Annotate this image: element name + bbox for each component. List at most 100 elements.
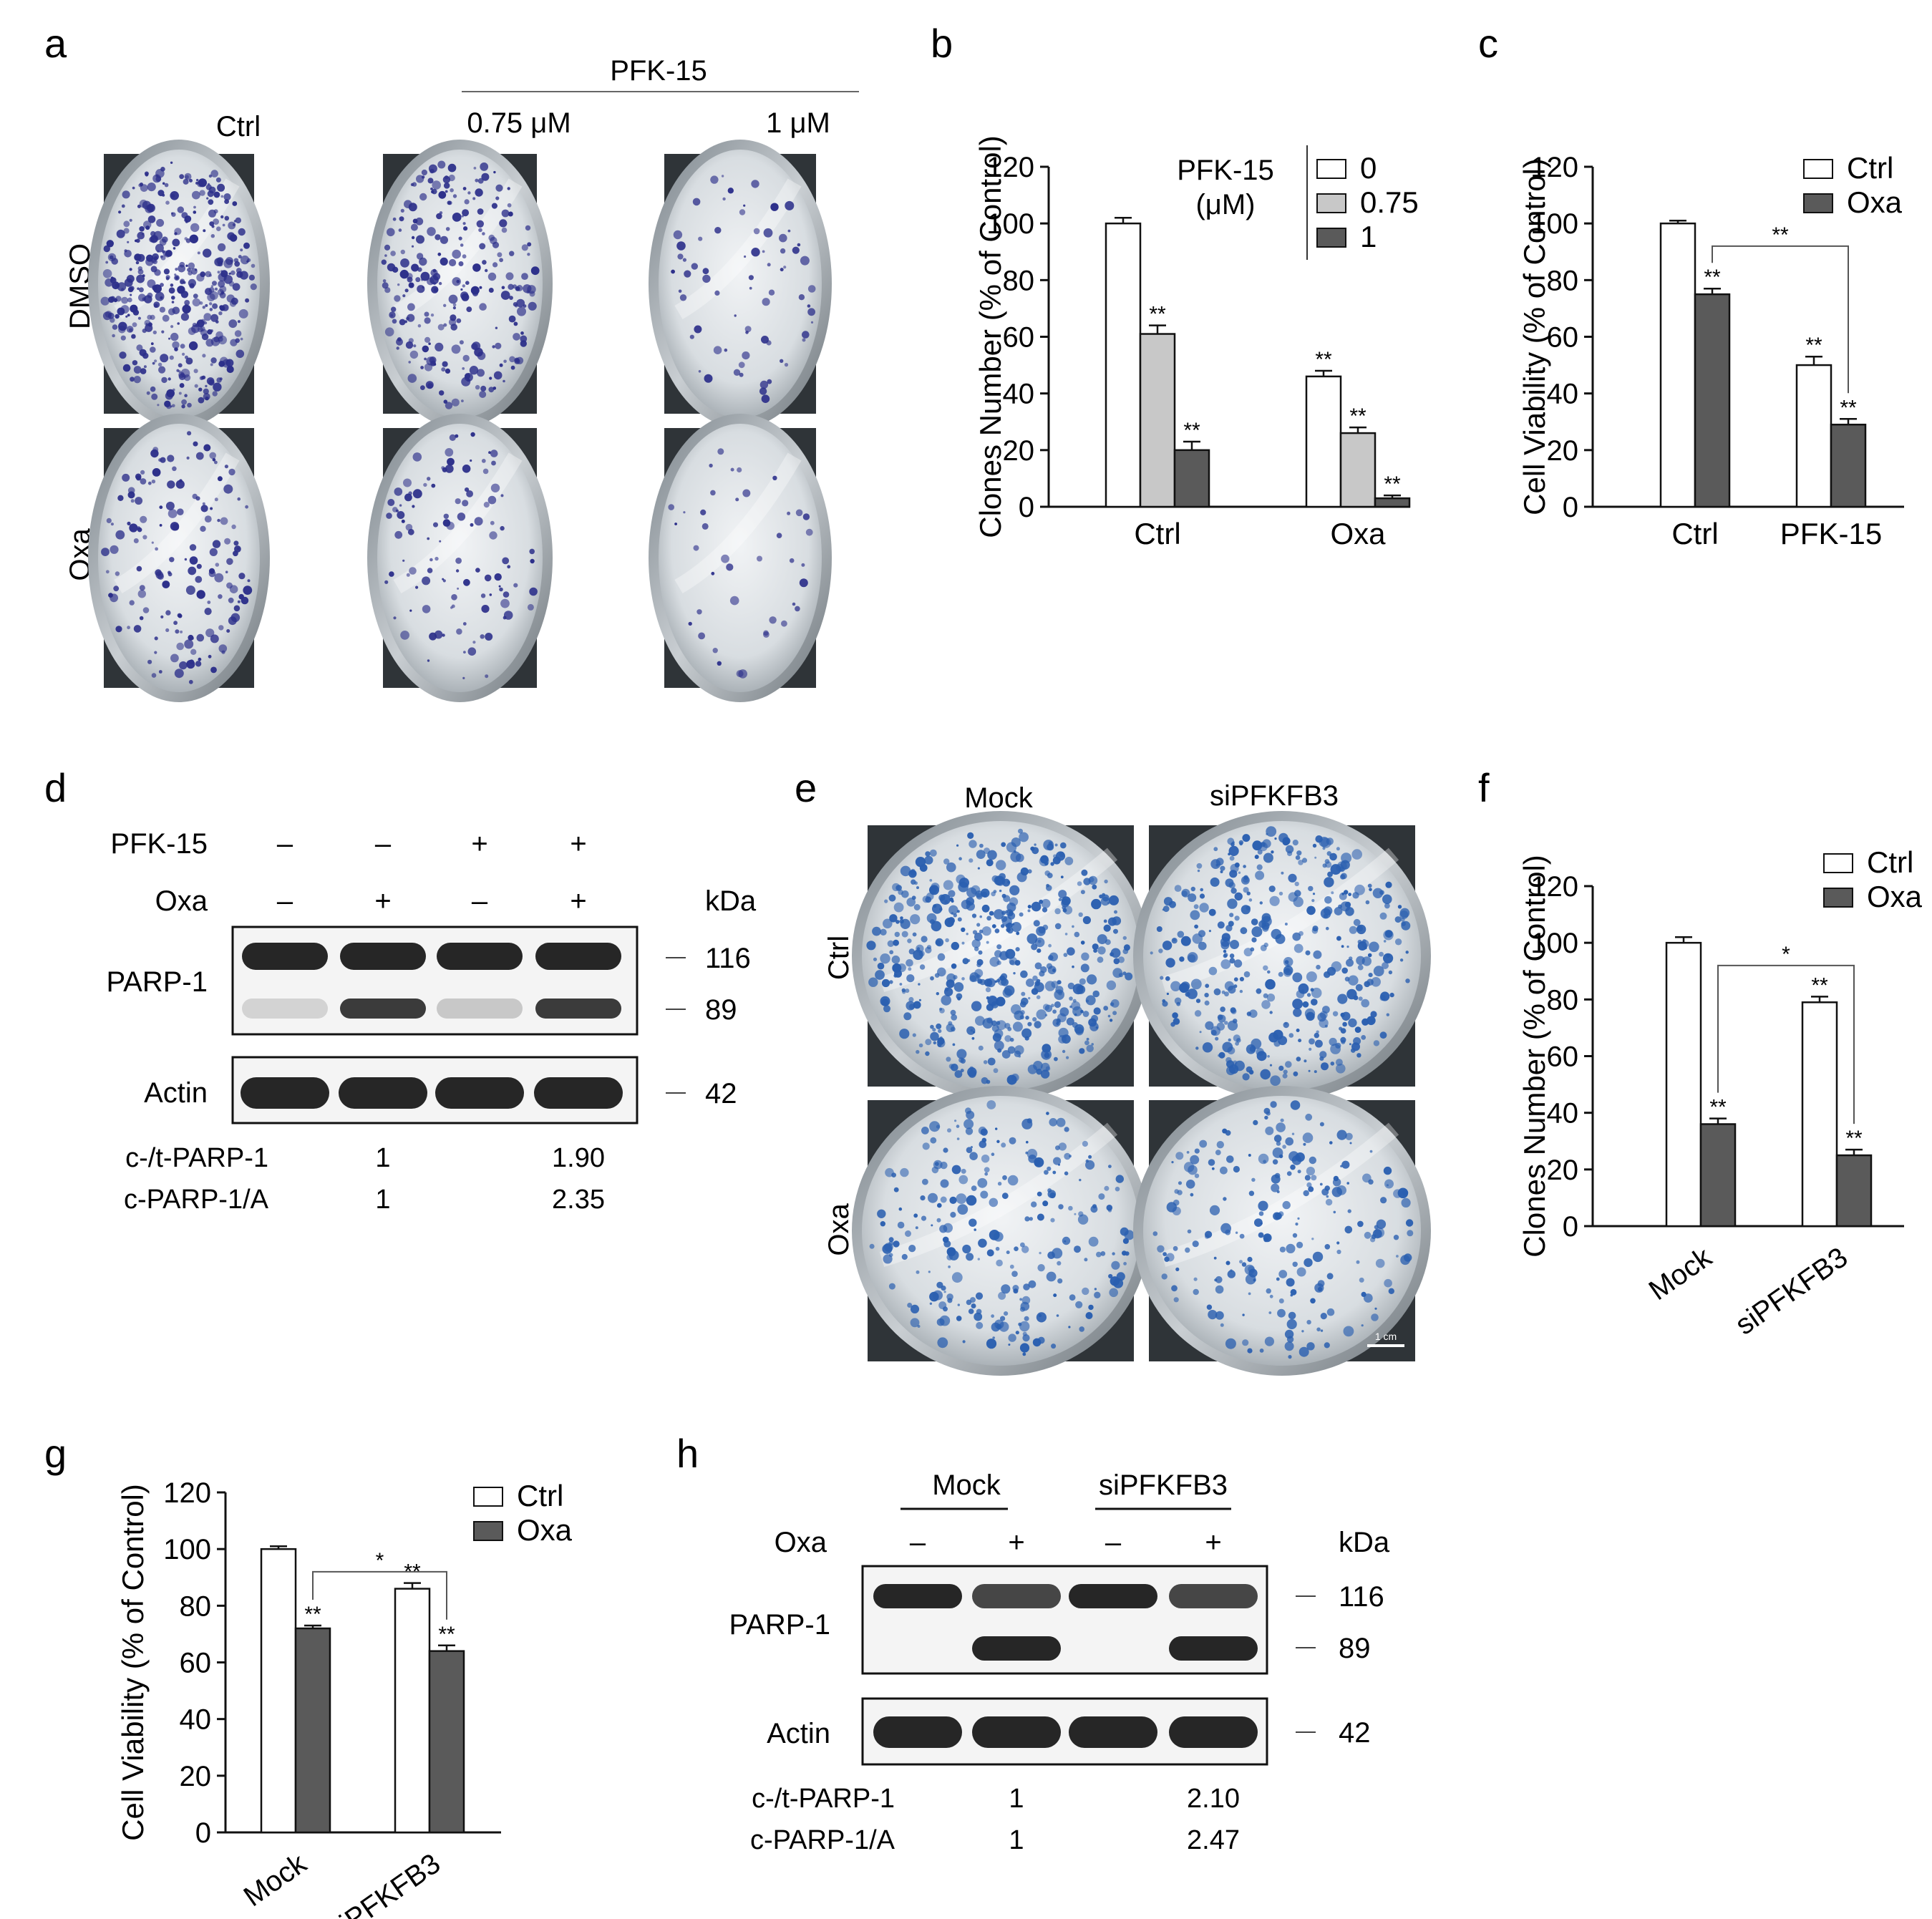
colony-dot	[976, 923, 981, 927]
colony-dot	[770, 203, 779, 211]
colony-dot	[727, 188, 734, 194]
colony-dot	[513, 333, 520, 341]
kda-label: kDa	[1339, 1527, 1390, 1558]
colony-dot	[462, 622, 467, 626]
colony-dot	[1306, 1342, 1315, 1351]
colony-dot	[399, 504, 402, 507]
colony-dot	[1236, 1038, 1241, 1043]
colony-dot	[509, 356, 515, 363]
y-axis-label: Clones Number (% of Control)	[974, 135, 1007, 538]
colony-dot	[1210, 1026, 1221, 1036]
colony-dot	[214, 573, 224, 583]
colony-dot	[1086, 1037, 1089, 1041]
colony-dot	[497, 252, 503, 258]
colony-dot	[515, 286, 520, 291]
colony-dot	[1246, 891, 1251, 895]
colony-dot	[1234, 892, 1243, 901]
colony-dot	[151, 480, 156, 484]
colony-dot	[154, 651, 157, 654]
colony-dot	[115, 314, 120, 319]
colony-dot	[200, 271, 206, 278]
colony-dot	[1332, 1178, 1341, 1187]
colony-dot	[769, 616, 777, 624]
colony-dot	[1047, 1190, 1057, 1198]
colony-dot	[1336, 1129, 1347, 1140]
colony-dot	[467, 647, 477, 656]
colony-dot	[1208, 930, 1211, 933]
colony-dot	[1048, 955, 1054, 961]
colony-dot	[1371, 1234, 1377, 1240]
kda-label: kDa	[705, 885, 757, 917]
colony-dot	[1225, 1338, 1236, 1349]
quant-label: c-PARP-1/A	[124, 1185, 269, 1215]
colony-dot	[164, 183, 169, 188]
sign: +	[570, 885, 586, 917]
colony-dot	[966, 900, 971, 905]
colony-dot	[710, 175, 719, 184]
colony-dot	[1074, 931, 1080, 938]
row-label-pfk15: PFK-15	[110, 828, 208, 860]
colony-dot	[1088, 1236, 1099, 1247]
colony-dot	[474, 517, 483, 526]
colony-dot	[1020, 867, 1029, 876]
colony-dot	[184, 558, 188, 561]
colony-dot	[455, 498, 461, 505]
colony-dot	[1341, 967, 1348, 974]
colony-dot	[1334, 907, 1343, 915]
colony-dot	[1329, 852, 1337, 861]
colony-dot	[408, 361, 411, 364]
colony-dot	[1340, 901, 1351, 912]
colony-dot	[205, 628, 215, 638]
colony-dot	[1078, 912, 1083, 918]
colony-dot	[445, 368, 451, 374]
colony-dot	[210, 363, 213, 366]
colony-dot	[1084, 1040, 1089, 1046]
colony-dot	[168, 570, 171, 575]
colony-dot	[520, 331, 524, 335]
colony-dot	[1110, 999, 1120, 1008]
colony-dot	[996, 860, 1006, 870]
colony-dot	[408, 203, 417, 212]
colony-dot	[928, 1271, 931, 1273]
colony-dot	[400, 631, 409, 640]
colony-dot	[485, 633, 493, 641]
colony-dot	[1026, 1140, 1029, 1144]
colony-dot	[801, 563, 805, 567]
colony-dot	[1330, 864, 1341, 875]
colony-dot	[499, 363, 503, 367]
colony-dot	[210, 357, 217, 364]
significance-mark: **	[1384, 472, 1401, 496]
colony-dot	[457, 587, 460, 590]
colony-dot	[1088, 1155, 1092, 1159]
colony-dot	[908, 1245, 916, 1253]
colony-dot	[233, 540, 239, 546]
colony-dot	[1267, 1055, 1270, 1058]
colony-dot	[1173, 938, 1176, 942]
colony-dot	[110, 523, 114, 526]
colony-dot	[424, 357, 427, 361]
colony-dot	[1058, 890, 1067, 899]
colony-dot	[401, 519, 405, 523]
colony-dot	[425, 381, 434, 389]
colony-dot	[1057, 1278, 1063, 1284]
colony-dot	[1229, 855, 1235, 861]
colony-dot	[689, 334, 694, 339]
colony-dot	[1230, 940, 1239, 949]
colony-dot	[1314, 1070, 1317, 1074]
colony-dot	[144, 171, 149, 176]
y-axis-label: Cell Viability (% of Control)	[116, 1484, 150, 1841]
colony-dot	[981, 1155, 990, 1163]
colony-dot	[1106, 980, 1117, 991]
colony-dot	[1208, 966, 1218, 976]
colony-dot	[450, 188, 454, 193]
colony-dot	[435, 342, 444, 351]
colony-dot	[1190, 1155, 1200, 1165]
colony-dot	[1054, 843, 1058, 847]
colony-dot	[1269, 1294, 1273, 1298]
colony-dot	[1354, 884, 1365, 895]
colony-dot	[1094, 1291, 1101, 1299]
colony-dot	[407, 276, 413, 283]
colony-dot	[1042, 1004, 1050, 1011]
colony-dot	[941, 995, 951, 1006]
colony-dot	[780, 359, 784, 363]
